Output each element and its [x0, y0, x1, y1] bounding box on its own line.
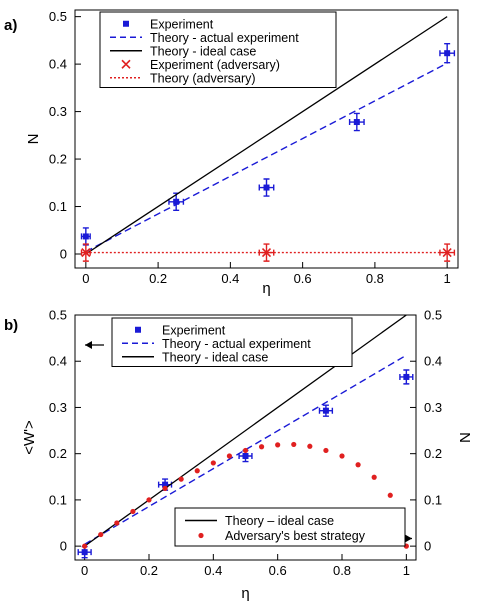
series-4-point-1: [82, 543, 88, 549]
legend-symbol-1: [123, 20, 129, 27]
series-2-line: [84, 354, 407, 545]
y-tick-label-6: 0.5: [49, 9, 67, 24]
series-4-point-9: [210, 460, 216, 466]
y-right-tick-label-4: 0.3: [424, 400, 442, 415]
y-right-tick-label-6: 0.5: [424, 308, 442, 323]
series-4-point-14: [291, 441, 297, 448]
series-4-point-15: [307, 443, 313, 449]
x-tick-label-2: 0.2: [149, 271, 167, 286]
x-tick-label-1: 0: [81, 563, 88, 578]
x-tick-label-6: 1: [444, 271, 451, 286]
y-tick-label-5: 0.4: [49, 354, 67, 369]
legend-top-label-2: Theory - actual experiment: [162, 337, 311, 351]
legend-top-arrow-head: [85, 341, 92, 349]
y-tick-label-4: 0.3: [49, 104, 67, 119]
series-4-point-12: [258, 444, 265, 450]
y-tick-label-2: 0.1: [49, 492, 67, 507]
legend-top-label-1: Experiment: [162, 323, 226, 337]
y-tick-label-2: 0.1: [49, 199, 67, 214]
panel-label: a): [4, 17, 17, 34]
y-right-tick-label-5: 0.4: [424, 354, 442, 369]
series-4-point-6: [162, 485, 168, 491]
series-1-point-5: [444, 50, 451, 57]
legend-bottom-box: [174, 507, 406, 547]
y-tick-label-1: 0: [60, 247, 67, 262]
series-1-point-2: [162, 481, 169, 488]
y-right-tick-label-2: 0.1: [424, 492, 442, 507]
y-tick-label-4: 0.3: [49, 400, 67, 415]
series-1-point-1: [81, 549, 88, 556]
x-axis-label: η: [262, 280, 270, 297]
series-1-point-1: [82, 233, 89, 240]
y-tick-label-6: 0.5: [49, 308, 67, 323]
series-4-point-4: [130, 508, 136, 515]
series-4-point-5: [146, 497, 152, 503]
series-2-line: [85, 62, 448, 253]
panel-a: a) 0 0.2 0.4 0.6 0.8 1 0 0.1 0.2 0.3 0.4 0.5 η N Experi…: [4, 9, 459, 297]
series-1-point-4: [322, 407, 329, 414]
legend-top-symbol-1: [135, 326, 141, 333]
x-tick-label-5: 0.8: [333, 563, 351, 578]
series-1-point-2: [173, 198, 180, 205]
series-4-point-3: [114, 520, 120, 526]
panel-label: b): [4, 317, 18, 334]
x-tick-label-4: 0.6: [294, 271, 312, 286]
y-tick-label-1: 0: [60, 539, 67, 554]
legend-label-1: Experiment: [150, 17, 214, 31]
y-tick-label-3: 0.2: [49, 152, 67, 167]
series-1-point-3: [263, 184, 270, 191]
legend-label-5: Theory (adversary): [150, 71, 256, 85]
plot-frame: [74, 314, 417, 561]
y-right-tick-label-3: 0.2: [424, 446, 442, 461]
series-4-point-2: [98, 531, 104, 538]
x-tick-label-4: 0.6: [269, 563, 287, 578]
y-axis-label: <W'>: [21, 420, 38, 455]
series-3-line: [84, 314, 407, 547]
series-4-point-1: [81, 248, 91, 258]
x-tick-label-3: 0.4: [204, 563, 222, 578]
legend-label-2: Theory - actual experiment: [150, 31, 299, 45]
legend-bottom-arrow-head: [405, 534, 412, 543]
series-1-point-5: [403, 373, 410, 380]
y-right-tick-label-1: 0: [424, 539, 431, 554]
y-axis-label: N: [25, 134, 42, 145]
x-tick-label-6: 1: [403, 563, 410, 578]
legend-symbol-4: [121, 59, 131, 69]
legend-label-4: Experiment (adversary): [150, 58, 280, 72]
series-4-point-8: [194, 468, 200, 474]
legend-bottom-label-2: Adversary's best strategy: [225, 529, 366, 543]
legend-label-3: Theory - ideal case: [150, 44, 256, 58]
legend-bottom-label-1: Theory – ideal case: [225, 514, 334, 528]
x-tick-label-2: 0.2: [140, 563, 158, 578]
plot-frame: [74, 9, 459, 269]
panel-b: b)0 0.2 0.4 0.6 0.8 100.10.20.30.40.500.10.20…: [4, 308, 473, 603]
series-4-point-7: [178, 476, 184, 482]
series-4-point-16: [323, 447, 329, 454]
series-4-point-13: [275, 442, 281, 448]
series-4-point-17: [339, 453, 345, 459]
y-tick-label-5: 0.4: [49, 57, 67, 72]
x-tick-label-5: 0.8: [366, 271, 384, 286]
series-4-point-20: [387, 492, 393, 498]
series-4-point-10: [226, 453, 233, 459]
series-1-point-3: [242, 452, 249, 459]
series-4-point-19: [371, 474, 377, 480]
series-1-point-4: [353, 119, 360, 126]
legend-top-box: [111, 317, 353, 367]
x-tick-label-3: 0.4: [221, 271, 239, 286]
y-axis-label-right: N: [456, 432, 473, 443]
series-4-point-11: [242, 447, 249, 454]
legend-bottom-symbol-2: [198, 532, 204, 539]
x-axis-label: η: [241, 585, 249, 602]
series-3-line: [85, 16, 448, 255]
series-4-point-18: [355, 462, 361, 468]
legend-top-label-3: Theory - ideal case: [162, 350, 268, 364]
y-tick-label-3: 0.2: [49, 446, 67, 461]
x-tick-label-1: 0: [82, 271, 89, 286]
legend-box: [99, 11, 337, 88]
